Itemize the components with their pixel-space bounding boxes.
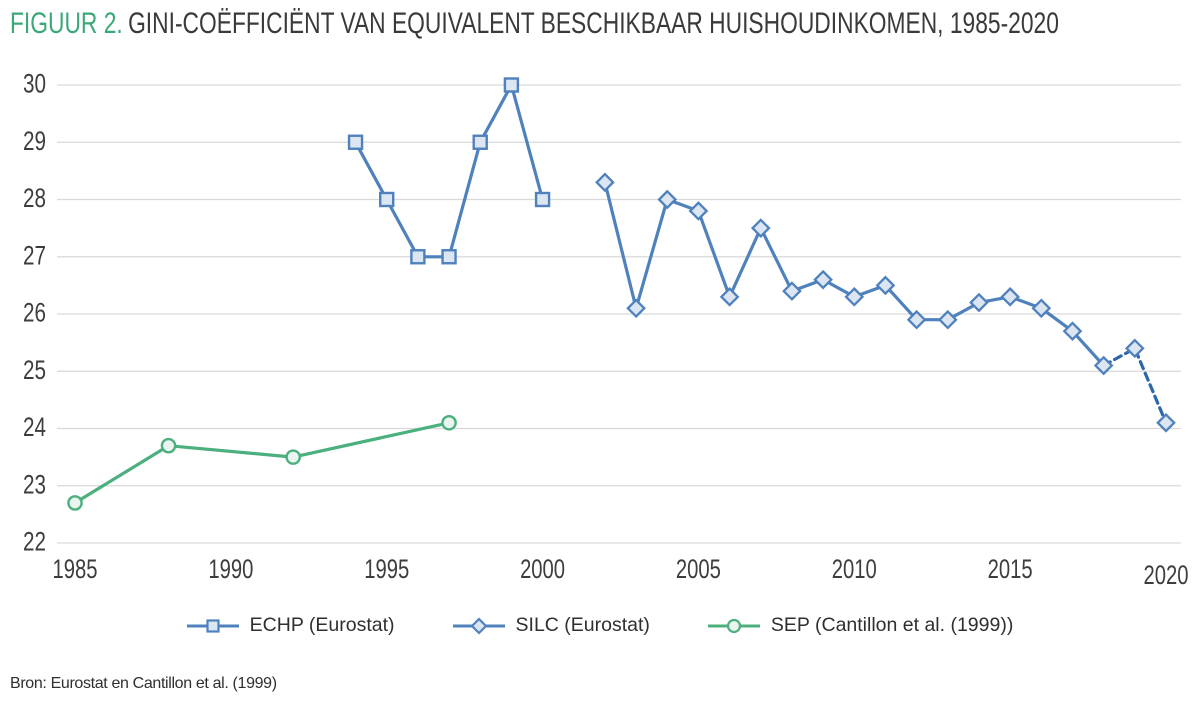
x-tick-label: 2010	[832, 554, 877, 584]
series-line-solid	[73, 421, 451, 505]
legend-label: ECHP (Eurostat)	[249, 614, 395, 636]
diamond-marker	[719, 286, 740, 307]
y-tick-label: 22	[23, 527, 46, 557]
x-tick-label: 1990	[208, 554, 253, 584]
diamond-marker	[1093, 355, 1114, 376]
diamond-marker	[969, 292, 989, 313]
diamond-marker	[782, 281, 802, 301]
x-tick-label: 1995	[364, 554, 409, 584]
square-marker	[472, 134, 488, 150]
figure-title: FIGUUR 2. GINI-COËFFICIËNT VAN EQUIVALENT…	[10, 8, 1059, 40]
diamond-marker	[1000, 286, 1020, 307]
diamond-marker	[595, 172, 615, 193]
series-line-solid	[353, 83, 545, 259]
x-tick-label: 2005	[676, 554, 721, 584]
diamond-marker	[1062, 321, 1083, 342]
x-tick-label: 2020	[1143, 560, 1188, 590]
square-marker	[379, 191, 395, 208]
diamond-marker	[813, 269, 833, 290]
circle-marker	[67, 495, 83, 511]
diamond-marker	[688, 201, 709, 221]
x-tick-label: 2000	[520, 554, 565, 584]
source-note: Bron: Eurostat en Cantillon et al. (1999…	[10, 675, 277, 692]
chart-canvas: 22 23 24 25 26 27 28 29 30 1985 1990 1995 2000 2005 20…	[23, 69, 1188, 591]
y-tick-label: 26	[23, 298, 46, 328]
diamond-marker	[1124, 338, 1145, 359]
legend-square-marker-icon	[186, 618, 239, 633]
x-tick-label: 2015	[988, 554, 1033, 584]
figure-title-text: GINI-COËFFICIËNT VAN EQUIVALENT BESCHIKB…	[128, 7, 1059, 40]
square-marker	[441, 249, 457, 265]
diamond-marker	[657, 189, 678, 210]
figure-number-label: FIGUUR 2.	[10, 7, 123, 40]
series-line-dashed	[1102, 346, 1168, 425]
gini-line-chart: 22 23 24 25 26 27 28 29 30 1985 1990 1995 2000 2005 20…	[0, 60, 1200, 608]
x-tick-label: 1985	[53, 554, 98, 584]
series-line-solid	[603, 180, 1106, 368]
legend-item-silc: SILC (Eurostat)	[452, 614, 650, 637]
square-marker	[410, 249, 426, 265]
circle-marker	[160, 437, 177, 454]
legend-circle-marker-icon	[707, 618, 760, 633]
circle-marker	[441, 414, 457, 431]
diamond-marker	[1031, 298, 1052, 319]
y-tick-label: 23	[23, 469, 46, 499]
diamond-marker	[937, 309, 958, 330]
y-tick-label: 30	[23, 69, 46, 99]
diamond-marker	[906, 309, 927, 330]
y-tick-label: 25	[23, 355, 46, 385]
legend-label: SILC (Eurostat)	[515, 614, 650, 636]
diamond-marker	[875, 275, 896, 296]
legend-label: SEP (Cantillon et al. (1999))	[770, 614, 1014, 636]
y-tick-label: 28	[23, 183, 46, 213]
diamond-marker	[750, 218, 771, 238]
legend-item-sep: SEP (Cantillon et al. (1999))	[707, 614, 1014, 637]
square-marker	[534, 191, 551, 208]
diamond-marker	[844, 286, 865, 307]
y-tick-label: 24	[23, 412, 46, 442]
legend-item-echp: ECHP (Eurostat)	[186, 614, 395, 637]
y-tick-label: 29	[23, 126, 46, 156]
square-marker	[347, 134, 364, 150]
diamond-marker	[626, 298, 646, 319]
circle-marker	[285, 449, 301, 465]
legend-diamond-marker-icon	[452, 616, 505, 635]
square-marker	[503, 77, 520, 93]
diamond-marker	[1156, 412, 1176, 433]
y-tick-label: 27	[23, 240, 46, 270]
chart-legend: ECHP (Eurostat) SILC (Eurostat) SEP (Canti…	[0, 614, 1200, 637]
